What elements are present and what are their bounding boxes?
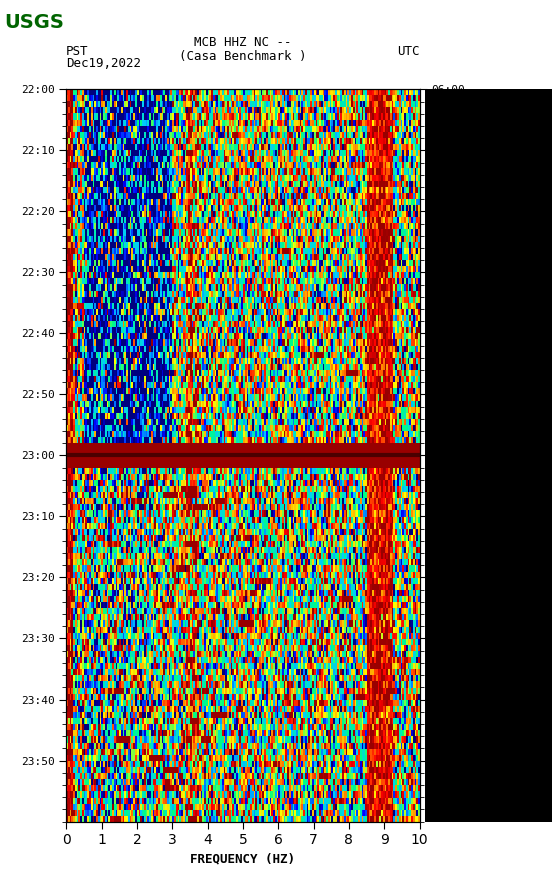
Text: MCB HHZ NC --: MCB HHZ NC -- — [194, 36, 291, 49]
Text: (Casa Benchmark ): (Casa Benchmark ) — [179, 49, 306, 63]
X-axis label: FREQUENCY (HZ): FREQUENCY (HZ) — [190, 853, 295, 866]
Text: Dec19,2022: Dec19,2022 — [66, 56, 141, 70]
Text: PST: PST — [66, 45, 89, 58]
Text: UTC: UTC — [397, 45, 420, 58]
Text: USGS: USGS — [4, 13, 64, 32]
